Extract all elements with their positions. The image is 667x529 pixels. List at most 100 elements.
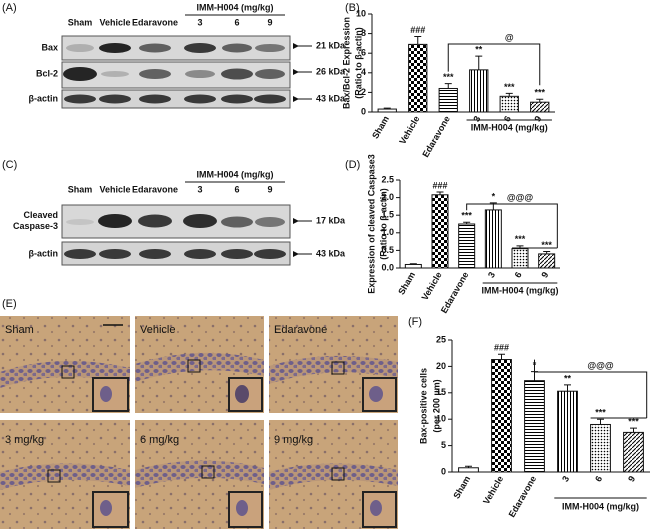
row-label: β-actin — [29, 93, 59, 103]
significance-label: *** — [628, 417, 639, 427]
error-bar — [465, 465, 472, 468]
bracket-label: @@@ — [507, 192, 534, 202]
y-tick-label: 15 — [436, 387, 446, 397]
x-tick-label: 6 — [502, 114, 513, 123]
y-tick-label: 1.5 — [381, 210, 394, 220]
significance-label: * — [492, 191, 496, 201]
bar — [458, 223, 476, 269]
lane-label: 9 — [267, 17, 272, 27]
bracket — [447, 43, 541, 86]
lane-label: Edaravone — [132, 184, 178, 194]
error-bar — [564, 384, 571, 392]
x-tick-label: 3 — [560, 474, 571, 483]
bracket — [534, 359, 648, 419]
bar — [408, 43, 428, 113]
x-tick-label: Edaravone — [420, 114, 452, 159]
bar — [499, 95, 519, 113]
x-tick-label: Vehicle — [397, 114, 421, 146]
y-tick-label: 4 — [361, 67, 366, 77]
y-tick-label: 1.0 — [381, 227, 394, 237]
x-tick-label: Sham — [370, 114, 391, 140]
image-label: Edaravone — [274, 324, 327, 336]
panel-label: (F) — [408, 316, 422, 328]
significance-label: *** — [443, 72, 454, 82]
image-label: Vehicle — [140, 324, 175, 336]
y-tick-label: 2 — [361, 87, 366, 97]
bracket — [466, 203, 558, 249]
y-axis-label: (Ratio to β-actin) — [353, 27, 363, 99]
y-tick-label: 2.0 — [381, 192, 394, 202]
x-tick-label: 9 — [626, 474, 637, 483]
row-label: Bcl-2 — [36, 68, 58, 78]
image-vehicle — [135, 316, 264, 413]
panel-label: (E) — [2, 298, 17, 310]
bar — [623, 431, 644, 473]
y-axis-label: (per 200 µm) — [431, 379, 441, 432]
blot-a — [61, 14, 312, 109]
bar — [469, 69, 489, 113]
lane-label: Vehicle — [99, 184, 130, 194]
image-3 — [0, 420, 130, 529]
y-tick-label: 25 — [436, 334, 446, 344]
significance-label: *** — [595, 408, 606, 418]
image-label: Sham — [5, 324, 34, 336]
group-label: IMM-H004 (mg/kg) — [471, 122, 548, 132]
significance-label: *** — [541, 240, 552, 250]
row-label: Cleaved — [23, 210, 58, 220]
lane-label: Sham — [68, 184, 93, 194]
y-axis-label: Bax-positive cells — [418, 368, 428, 444]
row-label: Caspase-3 — [13, 221, 58, 231]
significance-label: ** — [475, 45, 483, 55]
significance-label: *** — [515, 234, 526, 244]
x-tick-label: Sham — [451, 474, 472, 500]
bracket-label: @@@ — [587, 360, 614, 370]
bracket-label: @ — [505, 32, 514, 42]
lane-label: 3 — [197, 184, 202, 194]
blot-c — [61, 181, 312, 266]
group-label: IMM-H004 (mg/kg) — [562, 501, 639, 511]
error-bar — [597, 418, 604, 425]
size-label: 21 kDa — [316, 40, 346, 50]
bar — [431, 194, 449, 269]
image-sham — [0, 316, 130, 413]
error-bar — [498, 353, 505, 360]
row-label: Bax — [41, 42, 58, 52]
x-tick-label: 3 — [486, 270, 497, 279]
y-tick-label: 20 — [436, 361, 446, 371]
error-bar — [436, 191, 444, 195]
image-6 — [135, 420, 264, 529]
y-tick-label: 5 — [441, 440, 446, 450]
group-label: IMM-H004 (mg/kg) — [196, 2, 273, 12]
error-bar — [536, 98, 544, 103]
bar — [530, 101, 550, 113]
x-tick-label: Edaravone — [439, 270, 471, 315]
x-tick-label: 3 — [471, 114, 482, 123]
error-bar — [531, 371, 538, 381]
lane-label: 9 — [267, 184, 272, 194]
error-bar — [409, 263, 417, 265]
bar — [458, 467, 479, 473]
size-label: 17 kDa — [316, 215, 346, 225]
error-bar — [414, 36, 422, 45]
y-tick-label: 10 — [436, 414, 446, 424]
x-tick-label: Sham — [396, 270, 417, 296]
image-edaravone — [269, 316, 398, 413]
y-tick-label: 10 — [356, 8, 366, 18]
lane-label: 6 — [234, 17, 239, 27]
error-bar — [475, 55, 483, 70]
x-tick-label: Edaravone — [507, 474, 539, 519]
image-label: 6 mg/kg — [140, 434, 179, 446]
significance-label: ### — [432, 180, 447, 190]
significance-label: ### — [494, 343, 509, 353]
panel-label: (C) — [2, 159, 17, 171]
error-bar — [444, 83, 452, 89]
significance-label: *** — [534, 88, 545, 98]
bar — [590, 423, 611, 473]
y-axis-label: Bax/Bcl-2 Expression — [341, 17, 351, 109]
bar — [377, 108, 397, 113]
error-bar — [383, 107, 391, 110]
lane-label: Edaravone — [132, 17, 178, 27]
size-label: 43 kDa — [316, 248, 346, 258]
x-tick-label: 6 — [513, 270, 524, 279]
